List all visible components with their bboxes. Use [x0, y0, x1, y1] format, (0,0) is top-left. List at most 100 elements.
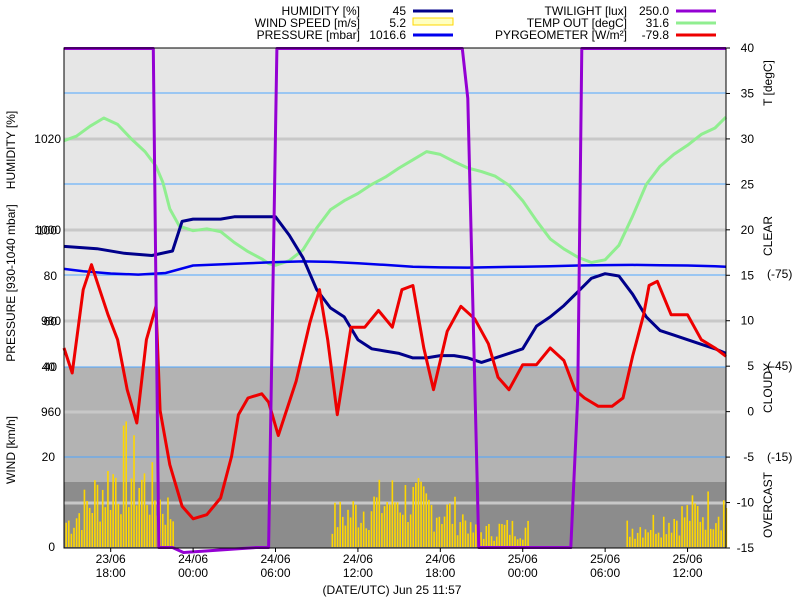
wind-bar	[668, 522, 670, 547]
wind-bar	[331, 533, 334, 547]
wind-bar	[441, 523, 443, 547]
wind-bar	[394, 502, 396, 547]
temp-tick-label: 5	[747, 359, 754, 373]
wind-bar	[642, 537, 644, 547]
wind-bar	[522, 539, 524, 547]
wind-bar	[88, 507, 91, 547]
wind-bar	[378, 479, 381, 547]
wind-bar	[344, 525, 347, 547]
x-tick-time: 06:00	[260, 566, 290, 580]
wind-bar	[493, 540, 495, 547]
wind-bar	[386, 502, 388, 547]
wind-bar	[347, 509, 349, 547]
x-tick-time: 18:00	[96, 566, 126, 580]
wind-bar	[511, 520, 514, 547]
wind-bar	[683, 517, 686, 547]
wind-bar	[357, 527, 360, 547]
wind-bar	[415, 482, 417, 547]
pressure-axis-label: PRESSURE [930-1040 mbar]	[4, 204, 18, 361]
wind-bar	[699, 521, 702, 547]
wind-bar	[707, 491, 709, 547]
overcast-label: OVERCAST	[761, 471, 775, 538]
wind-bar	[167, 497, 169, 547]
x-tick-date: 24/06	[178, 552, 208, 566]
wind-bar	[527, 520, 529, 547]
wind-bar	[91, 512, 94, 547]
wind-bar	[349, 517, 352, 547]
wind-bar	[686, 505, 689, 547]
wind-bar	[135, 505, 138, 547]
wind-bar	[117, 503, 120, 547]
wind-bar	[516, 539, 519, 547]
wind-bar	[373, 496, 375, 547]
x-tick-time: 00:00	[178, 566, 208, 580]
wind-bar	[451, 523, 454, 547]
wind-tick-label: 20	[42, 450, 56, 464]
wind-bar	[383, 506, 386, 547]
wind-bar	[430, 505, 433, 547]
legend-label: TWILIGHT [lux]	[545, 4, 627, 18]
humidity-tick-label: 40	[44, 360, 58, 374]
wind-bar	[652, 514, 655, 547]
wind-bar	[443, 516, 446, 547]
wind-bar	[508, 534, 511, 547]
x-axis-label: (DATE/UTC) Jun 25 11:57	[323, 583, 462, 597]
clear-value: (-75)	[767, 267, 792, 281]
wind-bar	[370, 511, 373, 547]
wind-bar	[161, 513, 164, 547]
wind-bar	[409, 514, 412, 547]
wind-bar	[662, 516, 665, 547]
x-tick-date: 23/06	[96, 552, 126, 566]
legend-value: 250.0	[639, 4, 669, 18]
temp-tick-label: 15	[741, 268, 755, 282]
wind-bar	[146, 505, 148, 547]
wind-bar	[355, 504, 357, 547]
wind-bar	[501, 523, 503, 547]
wind-bar	[375, 497, 378, 547]
clear-label: CLEAR	[761, 216, 775, 256]
wind-bar	[717, 516, 720, 547]
wind-bar	[404, 485, 407, 547]
wind-bar	[143, 473, 146, 547]
wind-bar	[341, 516, 344, 547]
x-tick-time: 12:00	[673, 566, 703, 580]
wind-bar	[86, 500, 88, 547]
x-tick-date: 25/06	[508, 552, 538, 566]
wind-bar	[396, 502, 399, 547]
wind-bar	[164, 524, 167, 547]
wind-bar	[114, 477, 117, 547]
wind-bar	[65, 522, 67, 547]
wind-bar	[94, 480, 96, 547]
wind-bar	[399, 512, 401, 547]
wind-bars	[65, 421, 728, 547]
temp-tick-label: 25	[741, 177, 755, 191]
wind-bar	[381, 513, 383, 547]
wind-bar	[336, 527, 339, 547]
wind-bar	[495, 536, 498, 547]
cloudy-value: (-45)	[767, 359, 792, 373]
temp-tick-label: 40	[741, 41, 755, 55]
wind-bar	[148, 514, 151, 547]
temp-axis-label: T [degC]	[761, 60, 775, 106]
wind-bar	[514, 536, 516, 547]
wind-bar	[704, 529, 707, 547]
wind-bar	[339, 501, 341, 547]
wind-bar	[506, 519, 508, 547]
wind-bar	[456, 535, 459, 547]
wind-bar	[334, 502, 336, 547]
wind-bar	[673, 518, 675, 547]
wind-bar	[107, 471, 109, 547]
wind-bar	[636, 532, 639, 547]
wind-bar	[433, 531, 435, 547]
wind-bar	[425, 493, 428, 547]
wind-bar	[498, 523, 501, 547]
pressure-tick-label: 1000	[34, 223, 61, 237]
wind-bar	[722, 500, 725, 547]
wind-bar	[138, 487, 141, 547]
humidity-tick-label: 80	[44, 269, 58, 283]
wind-bar	[689, 520, 691, 547]
legend: HUMIDITY [%] 45 WIND SPEED [m/s] 5.2 PRESSUR…	[255, 4, 716, 42]
wind-axis-label: WIND [km/h]	[4, 416, 18, 484]
wind-bar	[462, 514, 464, 547]
